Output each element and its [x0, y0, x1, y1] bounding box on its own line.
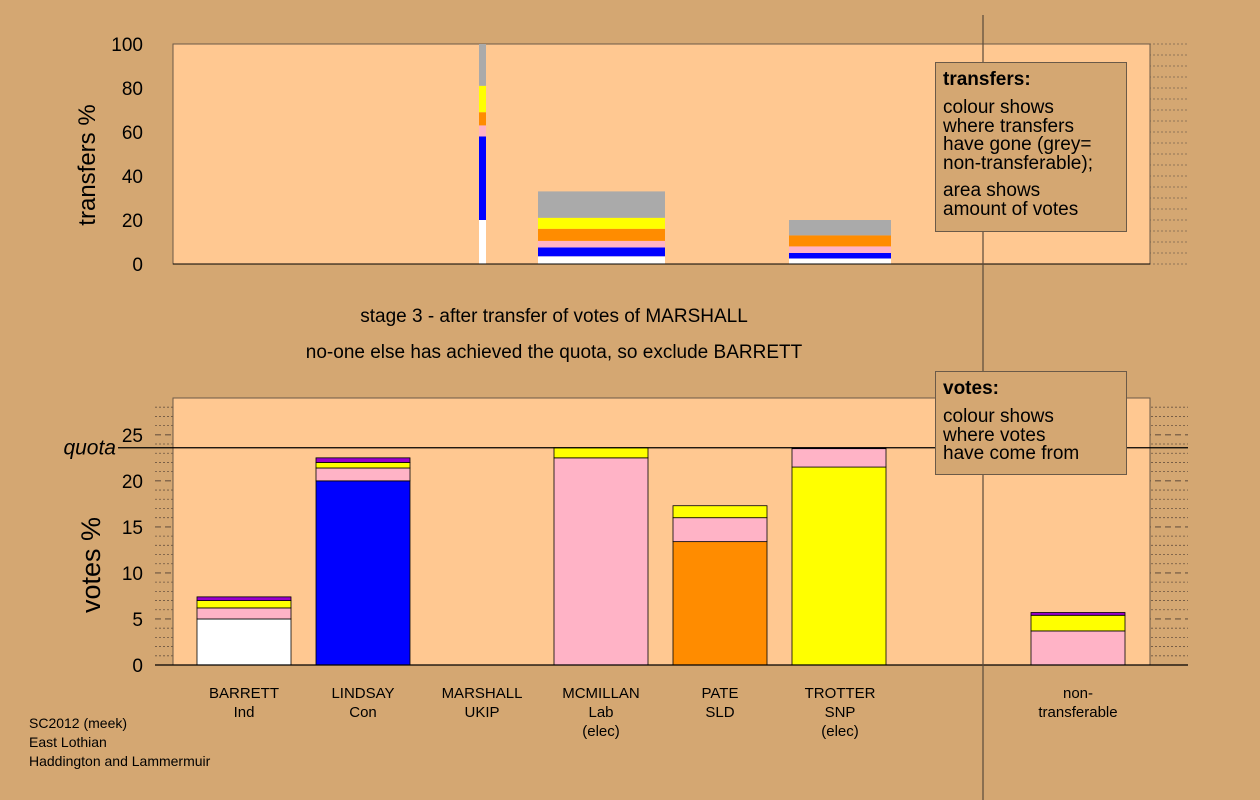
candidate-label-pate: PATE SLD: [701, 685, 739, 721]
vote-segment: [196, 618, 292, 666]
top-tick-label: 0: [132, 255, 143, 276]
transfer-segment: [538, 228, 665, 241]
bottom-tick-label: 10: [122, 564, 143, 585]
vote-segment: [672, 517, 768, 543]
transfer-segment: [789, 253, 891, 259]
stage-title: stage 3 - after transfer of votes of MAR…: [360, 306, 748, 327]
transfers-legend: transfers: colour shows where transfers …: [935, 62, 1127, 232]
votes-legend-line: colour shows: [943, 406, 1054, 427]
vote-segment: [196, 607, 292, 620]
transfer-segment: [538, 191, 665, 218]
transfer-segment: [538, 217, 665, 229]
quota-label: quota: [63, 437, 116, 460]
transfer-segment: [479, 220, 486, 264]
transfers-legend-line: where transfers: [943, 115, 1074, 137]
transfers-legend-title: transfers:: [943, 69, 1031, 90]
top-tick-label: 40: [122, 167, 143, 188]
transfer-segment: [538, 256, 665, 264]
transfers-legend-line: have gone (grey=: [943, 134, 1092, 155]
transfer-segment: [479, 136, 486, 220]
vote-segment: [1030, 612, 1126, 616]
top-tick-label: 20: [122, 211, 143, 232]
transfer-segment: [789, 246, 891, 253]
top-tick-label: 80: [122, 79, 143, 100]
vote-segment: [1030, 630, 1126, 666]
transfer-segment: [538, 240, 665, 248]
bottom-y-axis-label: votes %: [76, 517, 106, 613]
transfers-legend-line: colour shows: [943, 97, 1054, 118]
transfer-segment: [789, 235, 891, 247]
bottom-tick-label: 25: [122, 426, 143, 447]
transfer-segment: [479, 112, 486, 126]
vote-segment: [196, 600, 292, 609]
candidate-label-lindsay: LINDSAY Con: [331, 685, 395, 721]
top-y-axis-label: transfers %: [74, 104, 101, 225]
votes-legend-line: have come from: [943, 443, 1080, 464]
vote-segment: [791, 448, 887, 468]
transfers-legend-line: area shows: [943, 180, 1041, 201]
transfer-segment: [479, 85, 486, 113]
stage-subtitle: no-one else has achieved the quota, so e…: [305, 342, 803, 363]
source-note: SC2012 (meek) East Lothian Haddington an…: [29, 715, 211, 769]
vote-segment: [196, 596, 292, 601]
vote-bars: [155, 447, 1188, 666]
vote-segment: [315, 480, 411, 666]
transfer-bars: [173, 44, 1150, 265]
nontransferable-label: non-transferable: [1038, 685, 1118, 721]
vote-segment: [553, 447, 649, 459]
vote-segment: [672, 541, 768, 666]
vote-segment: [672, 505, 768, 519]
candidate-label-barrett: BARRETT Ind: [208, 685, 279, 721]
transfer-segment: [789, 220, 891, 236]
votes-legend-line: where votes: [943, 424, 1046, 446]
bottom-tick-label: 0: [132, 656, 143, 677]
vote-segment: [1030, 614, 1126, 632]
transfers-legend-line: amount of votes: [943, 198, 1079, 220]
vote-segment: [315, 462, 411, 469]
votes-legend: votes: colour shows where votes have com…: [935, 371, 1127, 475]
vote-segment: [553, 457, 649, 666]
transfer-segment: [479, 44, 486, 86]
transfer-segment: [789, 258, 891, 264]
transfers-legend-line: non-transferable);: [943, 152, 1093, 174]
bottom-tick-label: 20: [122, 472, 143, 493]
top-y-ticks: 0 20 40 60 80 100: [111, 35, 143, 276]
candidate-label-trotter: TROTTER SNP (elec): [804, 685, 876, 740]
bottom-tick-label: 15: [122, 518, 143, 539]
candidate-label-marshall: MARSHALL UKIP: [441, 685, 523, 721]
bottom-tick-label: 5: [132, 610, 143, 631]
vote-segment: [791, 466, 887, 666]
bottom-y-ticks: 0 5 10 15 20 25: [122, 426, 143, 677]
candidate-label-mcmillan: MCMILLAN Lab (elec): [562, 685, 640, 740]
transfer-segment: [538, 247, 665, 257]
top-tick-label: 60: [122, 123, 143, 144]
vote-segment: [315, 457, 411, 463]
vote-segment: [315, 467, 411, 482]
top-tick-label: 100: [111, 35, 143, 56]
transfer-segment: [479, 125, 486, 137]
votes-legend-title: votes:: [943, 378, 999, 399]
